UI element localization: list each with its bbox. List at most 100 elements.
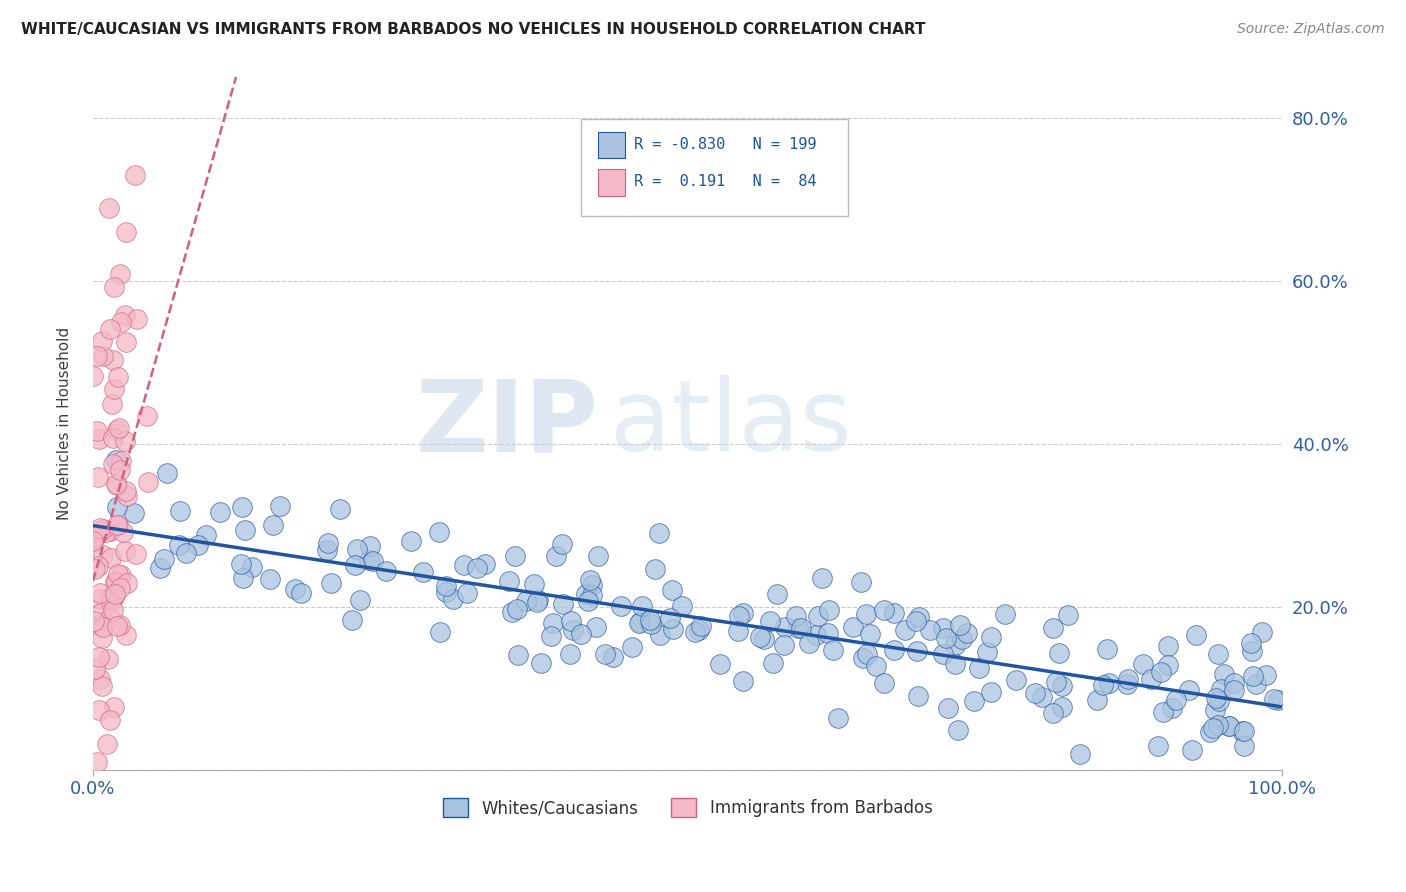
Point xyxy=(754,632,776,647)
Point xyxy=(908,610,931,624)
Point xyxy=(1208,693,1230,707)
Point xyxy=(733,606,755,620)
Bar xyxy=(599,132,624,158)
Point xyxy=(231,500,253,514)
Point xyxy=(100,550,122,565)
Point xyxy=(456,585,478,599)
Point xyxy=(918,624,941,638)
Point xyxy=(858,627,880,641)
Point xyxy=(284,582,307,596)
Point xyxy=(231,558,253,572)
Point xyxy=(114,434,136,448)
Point xyxy=(91,549,114,563)
Point xyxy=(662,623,685,637)
Point xyxy=(114,308,136,322)
Point xyxy=(1232,723,1254,738)
Point xyxy=(543,616,565,631)
Point xyxy=(526,595,548,609)
Point xyxy=(1206,718,1229,732)
Point xyxy=(1251,625,1274,640)
Point xyxy=(932,647,955,661)
Point xyxy=(758,614,780,628)
Point xyxy=(498,574,520,588)
Point xyxy=(152,552,174,566)
Point xyxy=(748,631,770,645)
Point xyxy=(811,571,834,585)
Point xyxy=(107,619,129,633)
Point xyxy=(883,606,905,620)
Point xyxy=(114,483,136,498)
Point xyxy=(122,506,145,520)
Point xyxy=(1091,678,1114,692)
Point xyxy=(108,618,131,632)
Point xyxy=(593,647,616,661)
Bar xyxy=(599,169,624,195)
Point xyxy=(1050,679,1073,693)
Point xyxy=(98,201,121,215)
Point xyxy=(86,470,108,484)
Point xyxy=(117,576,139,591)
Point xyxy=(1218,719,1240,733)
Point xyxy=(107,369,129,384)
Point xyxy=(849,575,872,590)
Point xyxy=(640,616,662,631)
Legend: Whites/Caucasians, Immigrants from Barbados: Whites/Caucasians, Immigrants from Barba… xyxy=(436,791,939,824)
Point xyxy=(946,723,969,737)
Point xyxy=(240,560,263,574)
Point xyxy=(1150,665,1173,679)
Point xyxy=(967,661,990,675)
Point xyxy=(907,689,929,703)
Point xyxy=(807,609,830,624)
Point xyxy=(883,643,905,657)
Point xyxy=(108,268,131,282)
Point xyxy=(1156,639,1178,653)
Point xyxy=(115,225,138,239)
Point xyxy=(83,530,105,544)
Point xyxy=(529,656,551,670)
Point xyxy=(501,605,523,619)
Point xyxy=(90,606,112,620)
Point xyxy=(1267,693,1289,707)
Point xyxy=(98,590,121,604)
Point xyxy=(865,659,887,673)
Point xyxy=(1164,693,1187,707)
Point xyxy=(427,524,450,539)
Point xyxy=(610,599,633,613)
Point xyxy=(111,524,134,539)
Point xyxy=(1005,673,1028,688)
Point xyxy=(1042,706,1064,721)
Point xyxy=(115,335,138,350)
Point xyxy=(187,538,209,552)
Point xyxy=(361,554,384,568)
Point xyxy=(1184,628,1206,642)
Point xyxy=(1223,683,1246,698)
Point xyxy=(194,528,217,542)
Point xyxy=(103,603,125,617)
Point xyxy=(894,623,917,637)
Point xyxy=(1181,743,1204,757)
Point xyxy=(82,369,104,384)
Point xyxy=(1204,703,1226,717)
Point xyxy=(399,533,422,548)
Point xyxy=(1211,681,1233,696)
Point xyxy=(359,552,381,566)
Point xyxy=(233,524,256,538)
Point xyxy=(1031,690,1053,704)
Point xyxy=(375,564,398,578)
Point xyxy=(103,700,125,714)
Point xyxy=(506,601,529,615)
Point xyxy=(1042,621,1064,635)
Point xyxy=(661,583,683,598)
Point xyxy=(1152,706,1174,720)
Point xyxy=(91,679,114,693)
Point xyxy=(89,673,111,687)
Point xyxy=(101,397,124,411)
Point xyxy=(86,755,108,769)
Point xyxy=(101,591,124,605)
Point xyxy=(346,542,368,557)
Point xyxy=(731,674,754,689)
Point xyxy=(83,532,105,546)
Point xyxy=(773,639,796,653)
Point xyxy=(1116,672,1139,686)
Point xyxy=(574,586,596,600)
